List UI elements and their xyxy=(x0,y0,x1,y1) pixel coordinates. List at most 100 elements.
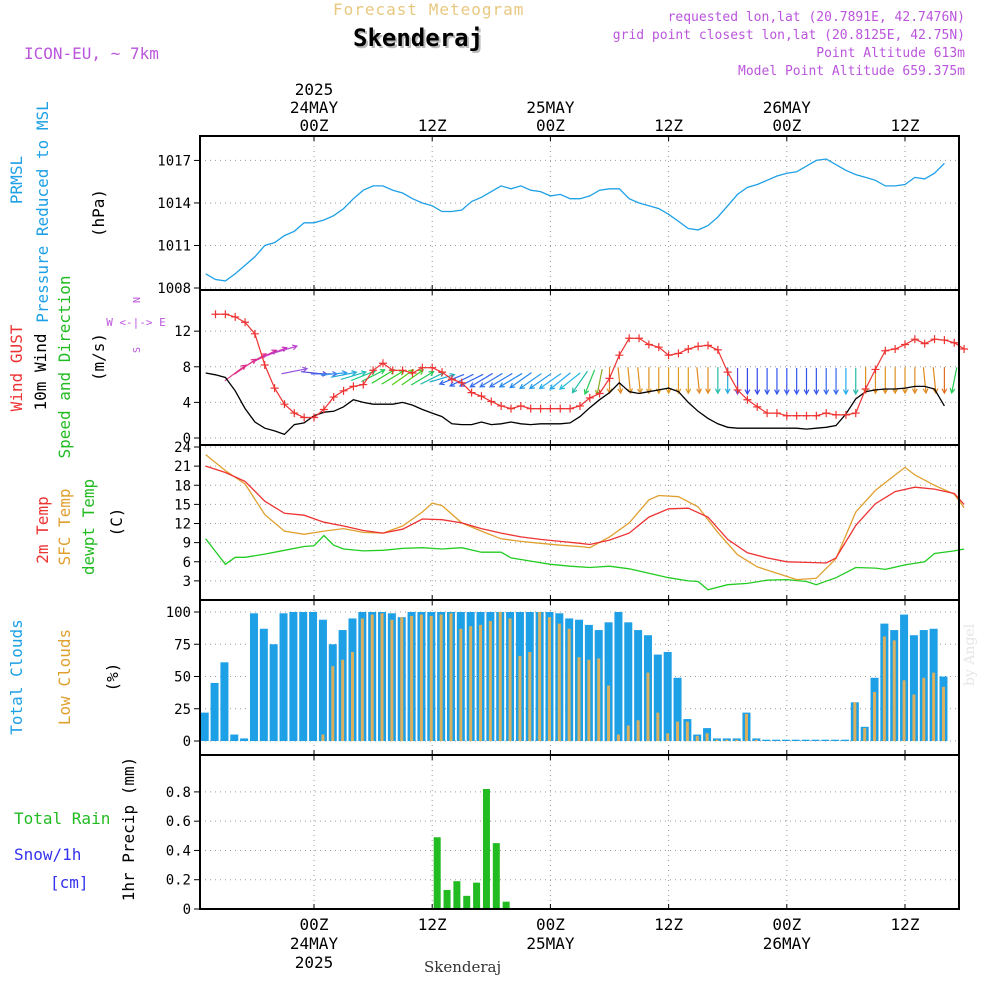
gust-marker xyxy=(280,400,289,409)
wind-arrow xyxy=(539,373,562,389)
cloud-low-bar xyxy=(735,739,739,741)
wind-arrowhead xyxy=(438,379,445,386)
cloud-total-bar xyxy=(772,739,781,741)
wind-arrow xyxy=(637,367,641,394)
cloud-total-bar xyxy=(909,635,918,741)
wind-arrow xyxy=(469,372,493,388)
y-tick-label: 1008 xyxy=(157,281,191,297)
gust-marker xyxy=(704,341,712,350)
cloud-total-bar xyxy=(781,739,790,741)
wind-arrowhead xyxy=(571,387,578,394)
y-tick-label: 1017 xyxy=(157,153,191,169)
wind-arrowhead xyxy=(842,389,849,396)
gust-marker xyxy=(497,401,506,410)
time-label-top: 12Z xyxy=(891,116,920,135)
total-rain-label: Total Rain xyxy=(14,809,110,828)
cloud-low-bar xyxy=(892,640,896,741)
time-label-bottom: 12Z xyxy=(891,915,920,934)
wind-arrowhead xyxy=(783,389,790,396)
gust-marker xyxy=(477,392,486,401)
wind-arrowhead xyxy=(645,388,652,395)
time-label-bottom: 00Z xyxy=(536,915,565,934)
wind-arrowhead xyxy=(509,382,516,389)
precip-bar xyxy=(492,843,500,909)
wind-arrowhead xyxy=(902,388,908,395)
tempsfc-label: SFC Temp xyxy=(55,488,74,565)
wind-arrowhead xyxy=(469,382,476,388)
cloud-total-bar xyxy=(279,613,288,741)
gust-marker xyxy=(930,335,939,344)
cloud-low-bar xyxy=(400,617,404,741)
wind-arrowhead xyxy=(803,389,810,396)
cloud-low-bar xyxy=(538,612,542,741)
wind-arrow xyxy=(401,369,424,386)
wind-arrowhead xyxy=(617,388,624,395)
wind-arrow xyxy=(320,372,347,376)
panel-frame xyxy=(199,289,960,446)
cloud-low-bar xyxy=(853,702,857,741)
wind-arrowhead xyxy=(911,388,918,395)
wind-arrow xyxy=(479,372,503,388)
gust-label: Wind GUST xyxy=(7,324,26,411)
requested-coords: requested lon,lat (20.7891E, 42.7476N) xyxy=(667,10,965,25)
gust-marker xyxy=(615,351,624,360)
gust-marker xyxy=(654,343,663,352)
cloud-total-bar xyxy=(614,612,623,741)
time-label-top: 2025 xyxy=(295,80,334,99)
wind-arrow xyxy=(371,369,395,384)
gust-marker xyxy=(398,366,407,375)
y-tick-label: 0 xyxy=(183,734,191,750)
wind-arrow xyxy=(281,368,308,375)
gust-marker xyxy=(871,365,880,374)
y-tick-label: 50 xyxy=(174,670,191,686)
gust-marker xyxy=(733,385,742,394)
cloud-low-bar xyxy=(518,655,522,741)
y-tick-label: 21 xyxy=(174,459,191,475)
compass-n: N xyxy=(132,297,143,303)
cloud-total-bar xyxy=(712,738,721,741)
pressure-line xyxy=(205,158,945,282)
cloud-total-bar xyxy=(821,739,830,741)
gust-marker xyxy=(960,344,969,353)
wind-unit: (m/s) xyxy=(89,333,108,381)
cloud-low-bar xyxy=(449,613,453,741)
gust-marker xyxy=(713,345,722,354)
gust-marker xyxy=(418,363,427,372)
y-tick-label: 4 xyxy=(183,395,191,411)
temp-2m-line xyxy=(205,465,965,564)
gust-marker xyxy=(221,310,230,319)
y-tick-label: 3 xyxy=(183,574,191,590)
cloud-low-bar xyxy=(577,657,581,741)
gust-marker xyxy=(664,351,673,360)
wind-arrowhead xyxy=(498,382,505,388)
cloud-low-bar xyxy=(390,619,394,741)
wind-arrowhead xyxy=(488,382,496,388)
y-tick-label: 75 xyxy=(174,637,191,653)
wind-arrowhead xyxy=(351,370,358,376)
cloud-low-bar xyxy=(912,694,916,741)
time-label-bottom: 12Z xyxy=(654,915,683,934)
wind-arrow xyxy=(519,373,542,389)
footer-location: Skenderaj xyxy=(424,958,502,976)
y-tick-label: 18 xyxy=(174,478,191,494)
cloud-total-bar xyxy=(240,738,249,741)
cloud-low-bar xyxy=(685,721,689,741)
wind-arrow xyxy=(951,367,958,393)
gust-marker xyxy=(940,336,949,345)
gust-marker xyxy=(536,404,545,413)
wind-arrow xyxy=(361,369,385,383)
cloud-low-bar xyxy=(597,658,601,741)
y-tick-label: 0.8 xyxy=(166,785,191,801)
temp-sfc-line xyxy=(205,454,965,581)
gust-marker xyxy=(447,375,456,384)
cloud-low-bar xyxy=(547,617,551,741)
temp-dewpt-line xyxy=(205,534,965,591)
gust-marker xyxy=(881,346,890,355)
cloud-low-bar xyxy=(863,728,867,741)
gust-marker xyxy=(585,393,594,402)
wind-arrow xyxy=(330,371,357,378)
cloud-total-bar xyxy=(201,712,209,741)
cloud-total-bar xyxy=(840,739,849,741)
gust-marker xyxy=(743,395,752,404)
